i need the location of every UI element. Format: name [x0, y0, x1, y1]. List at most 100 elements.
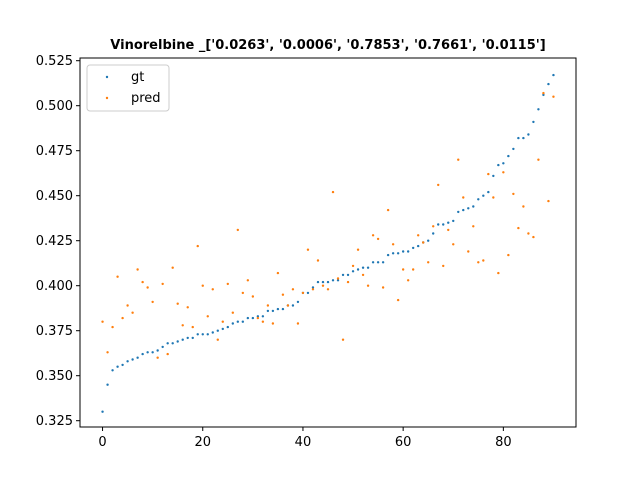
- point-pred-3: [116, 275, 119, 278]
- x-tick-label: 0: [98, 435, 106, 450]
- point-gt-20: [201, 333, 204, 336]
- point-gt-35: [276, 307, 280, 311]
- point-pred-34: [271, 322, 275, 325]
- point-gt-53: [366, 266, 370, 269]
- point-gt-59: [396, 252, 400, 255]
- point-gt-15: [176, 340, 179, 343]
- point-pred-17: [186, 306, 189, 309]
- x-tick-label: 40: [295, 435, 312, 450]
- point-gt-60: [401, 250, 405, 253]
- point-gt-8: [141, 352, 144, 356]
- legend-label-pred: pred: [131, 91, 161, 106]
- point-pred-39: [296, 322, 300, 325]
- point-gt-31: [256, 315, 260, 318]
- point-pred-62: [411, 268, 415, 271]
- point-gt-16: [181, 338, 184, 341]
- legend-marker-pred: [105, 96, 109, 100]
- point-pred-46: [331, 190, 335, 194]
- y-tick-label: 0.450: [36, 189, 73, 204]
- point-pred-64: [421, 241, 425, 244]
- point-pred-4: [121, 316, 124, 320]
- point-pred-21: [206, 315, 209, 318]
- point-pred-84: [522, 205, 525, 208]
- point-pred-74: [472, 225, 475, 228]
- point-gt-3: [116, 365, 119, 368]
- point-gt-90: [552, 73, 555, 77]
- point-pred-15: [176, 302, 179, 305]
- point-pred-6: [131, 311, 134, 314]
- point-pred-61: [406, 279, 410, 282]
- point-pred-83: [517, 226, 520, 230]
- point-pred-0: [101, 320, 104, 323]
- y-tick-label: 0.500: [36, 99, 73, 114]
- point-gt-68: [442, 223, 445, 226]
- point-pred-35: [276, 271, 280, 275]
- point-gt-50: [351, 270, 355, 273]
- point-pred-89: [547, 199, 550, 203]
- point-gt-80: [502, 162, 505, 165]
- point-gt-36: [281, 307, 285, 311]
- point-pred-87: [537, 158, 540, 161]
- point-pred-13: [166, 352, 169, 356]
- point-pred-58: [391, 243, 395, 246]
- point-pred-40: [301, 291, 305, 295]
- point-gt-26: [231, 322, 235, 325]
- point-gt-52: [361, 266, 365, 269]
- point-gt-55: [376, 261, 380, 264]
- point-gt-17: [186, 336, 189, 340]
- point-pred-29: [246, 279, 250, 282]
- point-pred-24: [221, 320, 224, 323]
- point-gt-43: [316, 280, 320, 284]
- point-pred-37: [286, 304, 290, 307]
- point-gt-51: [356, 268, 360, 271]
- point-gt-10: [151, 351, 154, 354]
- point-pred-55: [376, 237, 380, 241]
- x-tick-label: 60: [395, 435, 412, 450]
- point-pred-36: [281, 293, 285, 296]
- point-pred-19: [196, 244, 199, 248]
- point-pred-32: [261, 320, 265, 323]
- point-gt-6: [131, 358, 134, 361]
- y-tick-label: 0.525: [36, 54, 73, 69]
- point-pred-53: [366, 284, 370, 287]
- point-pred-80: [502, 171, 505, 174]
- point-gt-45: [326, 280, 330, 284]
- point-pred-66: [432, 225, 435, 228]
- point-gt-33: [266, 309, 270, 313]
- point-pred-38: [291, 288, 295, 291]
- point-pred-76: [482, 259, 485, 262]
- point-gt-49: [346, 273, 350, 277]
- point-gt-7: [136, 356, 139, 359]
- point-pred-78: [492, 196, 495, 199]
- point-pred-8: [141, 280, 144, 284]
- point-pred-68: [442, 264, 445, 268]
- point-gt-86: [532, 120, 535, 124]
- point-pred-31: [256, 316, 260, 320]
- point-gt-67: [437, 223, 440, 226]
- point-pred-44: [321, 284, 325, 287]
- point-pred-77: [487, 172, 490, 176]
- point-gt-66: [432, 232, 435, 235]
- point-pred-45: [326, 288, 330, 291]
- point-gt-23: [216, 329, 219, 332]
- point-gt-62: [411, 246, 415, 250]
- point-gt-34: [271, 309, 275, 313]
- point-pred-5: [126, 304, 129, 307]
- point-pred-69: [447, 228, 450, 232]
- point-gt-76: [482, 194, 485, 197]
- point-gt-14: [171, 342, 174, 345]
- point-pred-41: [306, 248, 310, 251]
- point-pred-10: [151, 300, 154, 304]
- point-gt-4: [121, 363, 124, 367]
- point-gt-81: [507, 154, 510, 158]
- point-pred-65: [427, 261, 430, 264]
- point-gt-73: [467, 207, 470, 210]
- y-tick-label: 0.350: [36, 369, 73, 384]
- point-gt-18: [191, 336, 194, 340]
- point-pred-12: [161, 282, 164, 286]
- point-gt-57: [386, 253, 390, 257]
- y-axis: 0.325 0.350 0.375 0.400 0.425 0.450 0.475 0.500…: [36, 54, 80, 429]
- point-pred-90: [552, 95, 555, 98]
- chart-title: Vinorelbine _['0.0263', '0.0006', '0.785…: [110, 38, 545, 53]
- point-gt-78: [492, 174, 495, 178]
